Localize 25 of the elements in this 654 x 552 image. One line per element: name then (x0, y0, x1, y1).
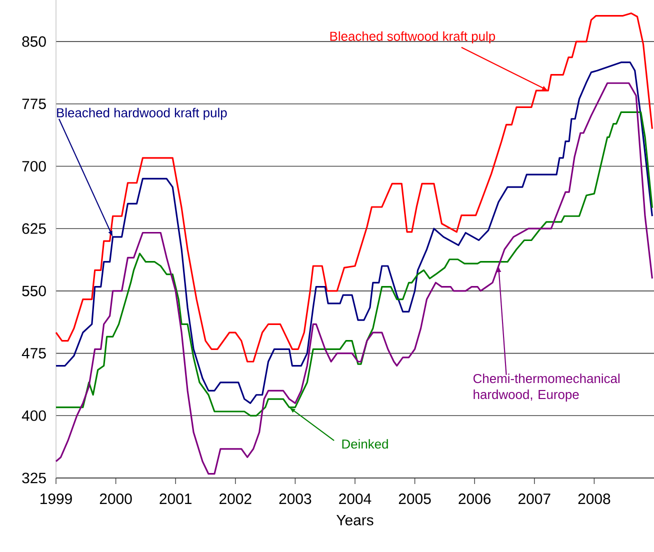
line-series (55, 82, 654, 475)
y-tick-label: 700 (22, 160, 46, 172)
y-tick-label: 775 (22, 98, 46, 110)
line-series (55, 12, 654, 362)
x-tick-label: 2003 (279, 494, 312, 504)
x-tick-label: 2005 (398, 494, 431, 504)
x-tick-label: 2006 (458, 494, 491, 504)
x-tick-label: 1999 (40, 494, 72, 504)
text: Bleached softwood kraft pulp (330, 31, 496, 44)
y-tick-label: 475 (22, 348, 46, 359)
y-tick-label: 850 (22, 36, 46, 47)
text: Bleached hardwood kraft pulp (57, 108, 227, 120)
text: Deinked (342, 439, 388, 449)
x-tick-label: 2004 (339, 494, 372, 504)
x-tick-label: 2002 (220, 494, 252, 504)
y-tick-label: 625 (22, 223, 46, 234)
x-tick-label: 2007 (518, 494, 550, 504)
x-tick-label: 2008 (578, 494, 610, 504)
y-tick-label: 400 (22, 410, 46, 421)
y-tick-label: 325 (22, 472, 46, 484)
x-axis-title: Years (336, 514, 374, 526)
x-tick-label: 2001 (160, 494, 192, 504)
x-tick-label: 2000 (100, 494, 132, 504)
text: Chemi-thermomechanical hardwood, Europe (473, 374, 620, 402)
y-tick-label: 550 (22, 286, 46, 296)
